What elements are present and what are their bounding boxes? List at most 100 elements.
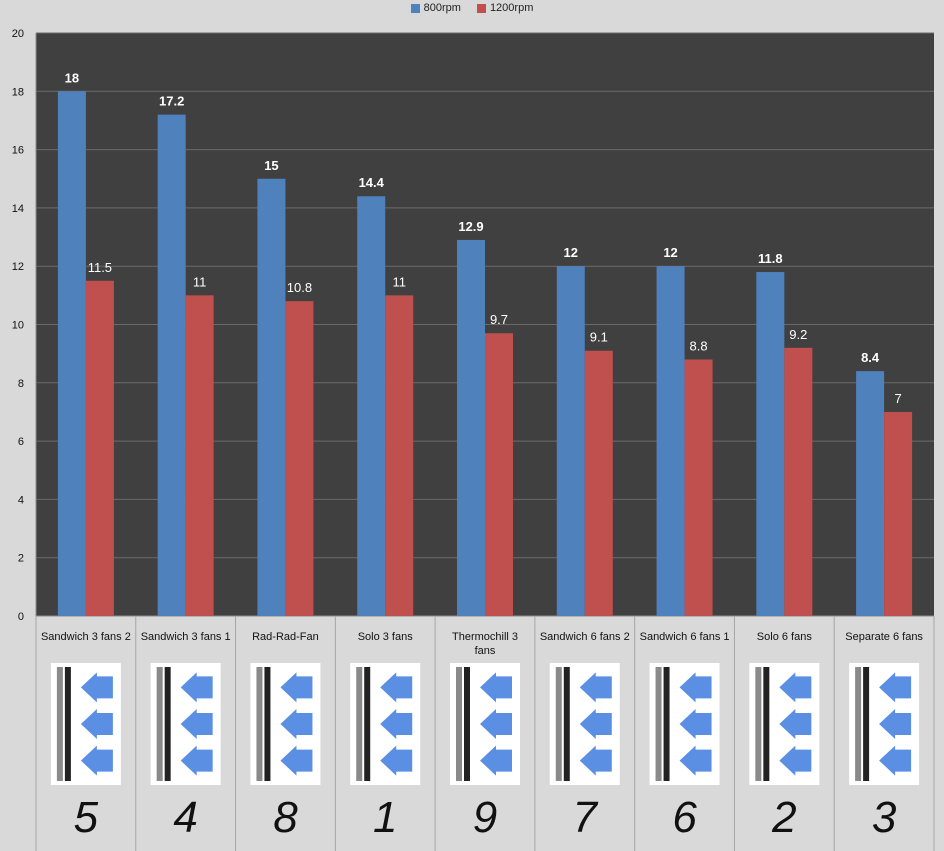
y-tick-label: 12 [12,261,24,273]
legend-label-800rpm: 800rpm [423,2,461,14]
x-tick-label: Solo 3 fans [358,631,414,643]
fan-shape [264,667,271,781]
airflow-arrow [280,672,313,703]
x-tick-label: fans [475,645,496,657]
airflow-arrow [380,745,413,776]
x-tick-label: Sandwich 3 fans 2 [41,631,131,643]
airflow-arrow [879,672,912,703]
airflow-arrow [80,745,113,776]
data-label-800rpm: 8.4 [861,350,880,365]
data-label-800rpm: 14.4 [359,175,385,190]
data-label-800rpm: 11.8 [758,251,783,266]
airflow-arrow [779,709,812,739]
y-tick-label: 8 [18,378,24,390]
airflow-arrow [80,709,113,739]
y-tick-label: 20 [12,28,24,40]
airflow-arrow [280,709,313,739]
fan-shape [763,667,770,781]
data-label-1200rpm: 11 [193,274,207,289]
x-tick-label: Solo 6 fans [757,631,813,643]
legend: 800rpm 1200rpm [0,0,944,16]
bar-800rpm [756,272,785,616]
rank-number: 4 [173,793,197,842]
airflow-arrow [779,672,812,703]
airflow-arrow [579,745,612,776]
airflow-arrow [579,672,612,703]
radiator-shape [456,667,462,781]
y-tick-label: 16 [12,145,24,157]
bar-800rpm [157,114,186,617]
airflow-arrow [579,709,612,739]
airflow-arrow [180,709,213,739]
bar-1200rpm [884,411,913,616]
legend-swatch-800rpm [410,3,420,13]
airflow-arrow [380,709,413,739]
airflow-arrow [480,745,512,776]
airflow-arrow [480,709,512,739]
bar-800rpm [357,196,386,617]
x-tick-label: Sandwich 6 fans 2 [540,631,630,643]
bar-1200rpm [85,280,114,616]
airflow-arrow [879,709,912,739]
airflow-arrow [380,672,413,703]
bar-800rpm [57,91,86,617]
radiator-shape [56,667,63,781]
airflow-arrow [280,745,313,776]
radiator-shape [855,667,862,781]
data-label-1200rpm: 11.5 [88,260,112,275]
y-tick-label: 4 [18,494,24,506]
radiator-shape [755,667,762,781]
y-tick-label: 6 [18,436,24,448]
data-label-800rpm: 17.2 [159,94,184,109]
bar-1200rpm [285,301,314,616]
x-tick-label: Sandwich 3 fans 1 [141,631,231,643]
airflow-arrow [679,709,712,739]
airflow-arrow [80,672,113,703]
rank-number: 2 [771,793,796,842]
data-label-1200rpm: 9.2 [789,327,807,342]
airflow-arrow [180,745,213,776]
x-tick-label: Rad-Rad-Fan [252,631,319,643]
rank-number: 6 [672,793,697,842]
fan-shape [64,667,71,781]
bar-1200rpm [684,359,713,616]
y-tick-label: 18 [12,86,24,98]
radiator-shape [156,667,163,781]
bar-1200rpm [485,333,513,616]
data-label-1200rpm: 11 [392,274,406,289]
data-label-1200rpm: 8.8 [690,338,708,353]
legend-item-800rpm: 800rpm [410,2,461,14]
rank-number: 3 [872,793,897,842]
radiator-shape [356,667,363,781]
airflow-arrow [679,745,712,776]
data-label-1200rpm: 9.1 [590,330,608,345]
airflow-arrow [779,745,812,776]
airflow-arrow [879,745,912,776]
bar-800rpm [457,239,485,616]
y-tick-label: 0 [18,611,24,623]
bar-800rpm [257,178,286,616]
bar-1200rpm [385,295,414,616]
bar-800rpm [856,371,885,616]
data-label-800rpm: 12 [663,245,677,260]
legend-label-1200rpm: 1200rpm [489,2,534,14]
fan-shape [164,667,171,781]
bar-800rpm [656,266,685,616]
data-label-800rpm: 12 [564,245,578,260]
fan-shape [563,667,570,781]
data-label-1200rpm: 7 [894,391,901,406]
airflow-arrow [480,672,512,703]
x-tick-label: Separate 6 fans [845,631,923,643]
data-label-800rpm: 18 [65,70,79,85]
bar-1200rpm [584,350,613,616]
x-tick-label: Thermochill 3 [452,631,518,643]
fan-shape [364,667,371,781]
legend-swatch-1200rpm [476,3,486,13]
data-label-800rpm: 12.9 [458,219,483,234]
radiator-shape [655,667,662,781]
rank-number: 5 [74,793,99,842]
bar-1200rpm [784,347,813,616]
rank-number: 8 [273,793,298,842]
